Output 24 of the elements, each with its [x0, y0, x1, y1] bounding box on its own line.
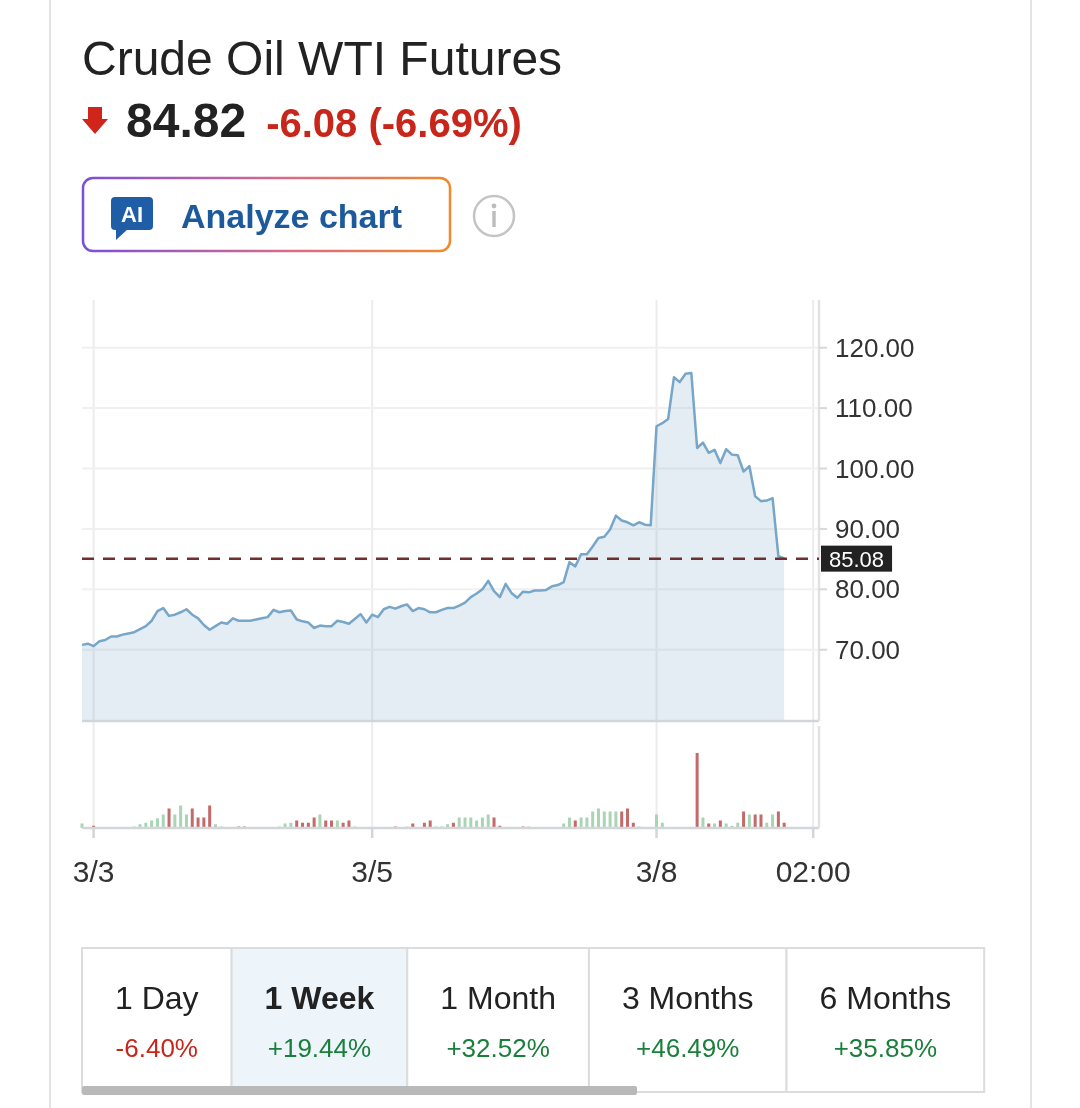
category-label: 3 Months: [621, 980, 754, 1016]
x-tick-label: 02:00: [775, 854, 851, 888]
data-label: -6.40%: [115, 1033, 198, 1063]
data-label: +46.49%: [636, 1033, 740, 1063]
y-tick-label: 90.00: [835, 513, 901, 544]
text: Analyze chart: [181, 197, 403, 235]
category-label: 1 Month: [440, 980, 556, 1016]
x-tick-label: 3/8: [635, 854, 678, 888]
x-tick-label: 3/5: [351, 854, 394, 888]
category-label: 1 Day: [115, 980, 199, 1016]
y-tick-label: 80.00: [835, 574, 901, 605]
data-label: +35.85%: [833, 1033, 938, 1063]
ref-line-label: 85.08: [829, 546, 885, 572]
y-tick-label: 110.00: [835, 393, 913, 424]
data-label: +19.44%: [267, 1033, 372, 1063]
data-label: +32.52%: [446, 1033, 550, 1063]
y-tick-label: 120.00: [835, 332, 915, 363]
x-tick-label: 3/3: [72, 854, 115, 888]
chart-subtitle: 84.82 -6.08 (-6.69%): [126, 94, 522, 147]
chart-title: Crude Oil WTI Futures: [82, 32, 563, 85]
category-label: 6 Months: [819, 980, 952, 1016]
y-tick-label: 100.00: [835, 453, 915, 484]
y-tick-label: 70.00: [835, 634, 901, 665]
category-label: 1 Week: [264, 980, 375, 1016]
